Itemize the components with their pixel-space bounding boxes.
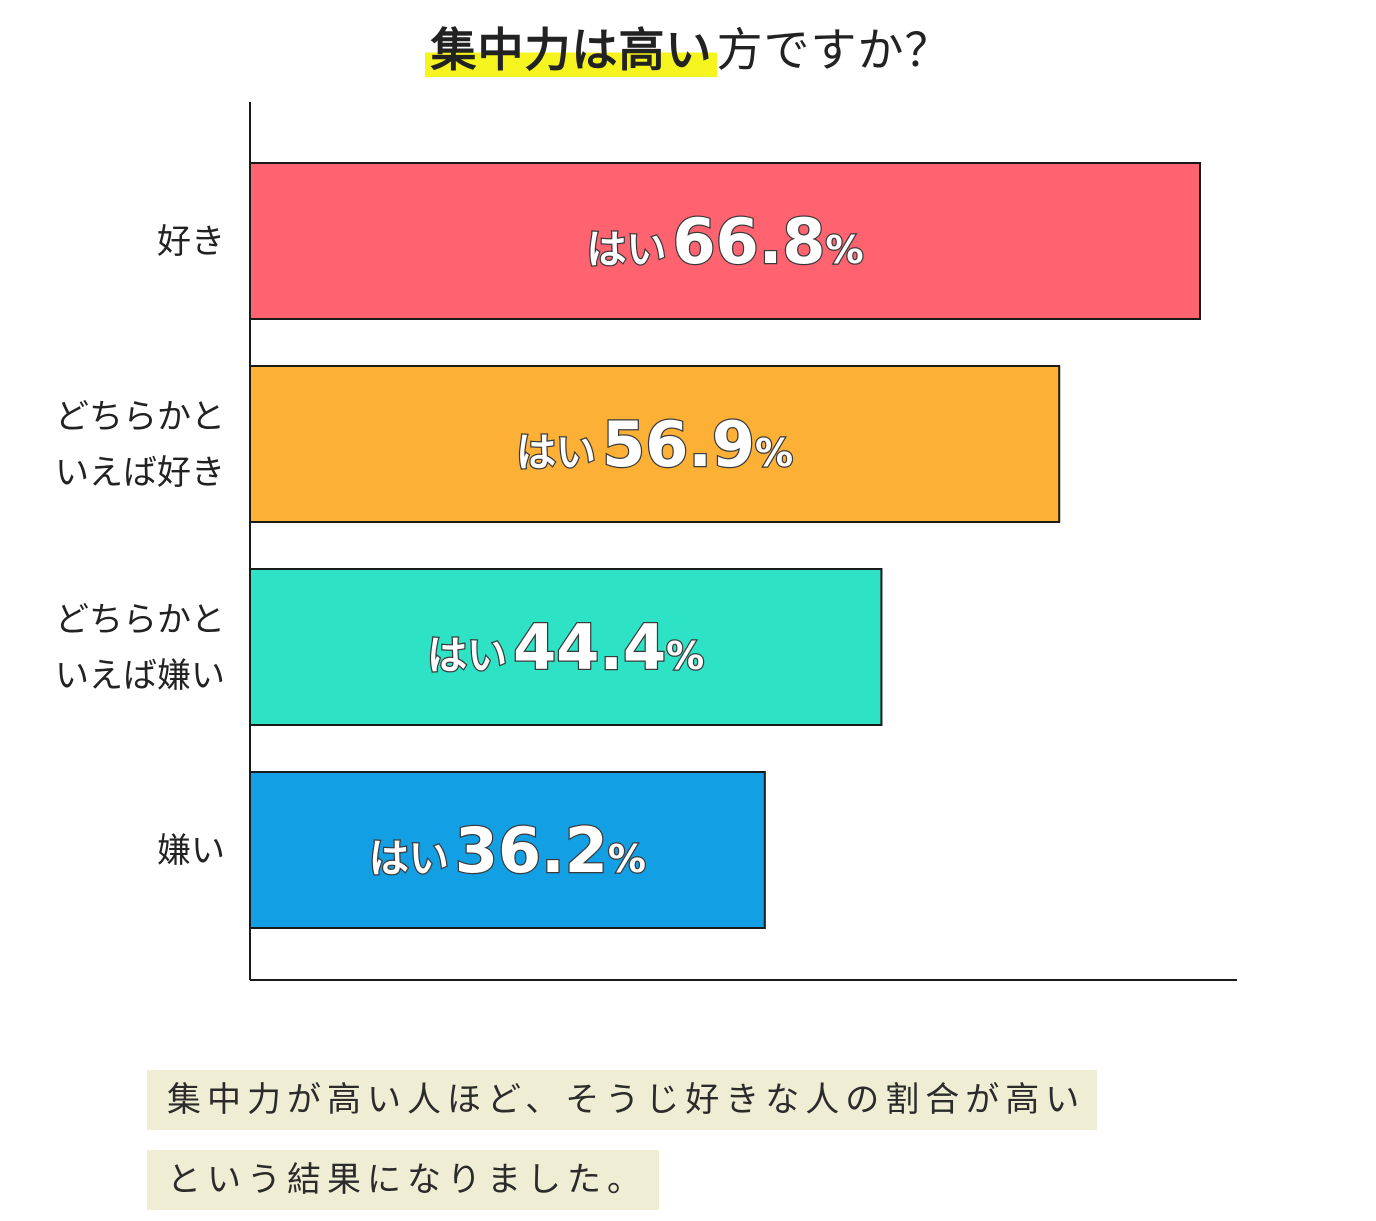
note-line-1: 集中力が高い人ほど、そうじ好きな人の割合が高い: [147, 1070, 1098, 1130]
bar-value-label-1: はい56.9%: [516, 408, 793, 481]
note-line-2: という結果になりました。: [147, 1150, 659, 1210]
chart-title-highlight: 集中力は高い: [424, 23, 717, 77]
bar-value-label-3: はい36.2%: [369, 814, 646, 887]
category-label-2-0: どちらかと: [55, 600, 225, 640]
bar-0: [249, 162, 1201, 320]
bar-1: [249, 365, 1061, 523]
bar-3: [249, 771, 766, 929]
chart-title: 集中力は高い方ですか？: [0, 14, 1376, 80]
category-label-0-0: 好き: [157, 222, 225, 262]
bar-value-label-2: はい44.4%: [427, 611, 704, 684]
chart-title-rest: 方ですか？: [716, 23, 952, 77]
category-label-1-0: どちらかと: [55, 397, 225, 437]
bar-2: [249, 568, 883, 726]
category-label-1-1: いえば好き: [55, 453, 225, 493]
category-label-3-0: 嫌い: [157, 831, 225, 871]
category-label-2-1: いえば嫌い: [55, 656, 225, 696]
bar-value-label-0: はい66.8%: [586, 205, 863, 278]
